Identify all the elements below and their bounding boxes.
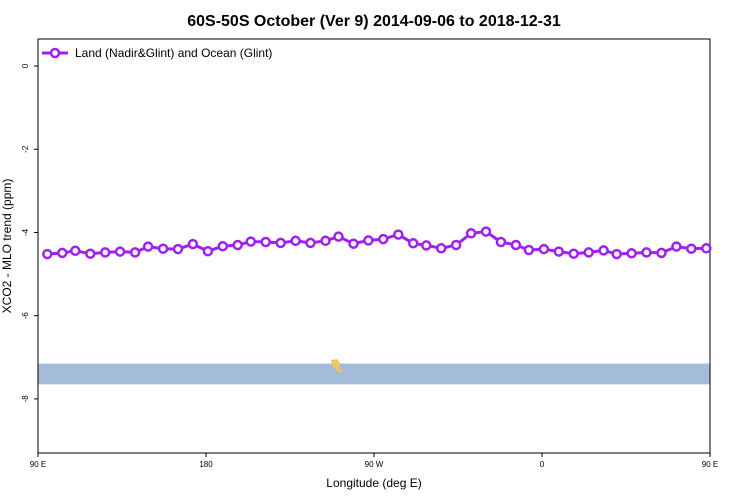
- data-point: [187, 238, 199, 250]
- y-axis: 0 -2 -4 -6 -8: [21, 63, 38, 402]
- map-land-patch: [331, 359, 343, 373]
- data-point: [202, 245, 214, 257]
- x-tick-label: 90 W: [365, 460, 384, 469]
- y-tick-label: 0: [21, 63, 30, 68]
- map-land-patch: [386, 370, 388, 372]
- data-point: [260, 236, 271, 248]
- data-point: [656, 247, 667, 259]
- data-point: [495, 236, 507, 248]
- data-point: [172, 243, 184, 255]
- data-point: [57, 247, 68, 259]
- data-point: [393, 229, 404, 240]
- data-point: [583, 247, 594, 258]
- data-point: [538, 243, 550, 255]
- series: [42, 226, 712, 260]
- data-point: [421, 240, 432, 251]
- map-ocean-band: [38, 363, 710, 385]
- x-tick-label: 90 E: [30, 460, 46, 469]
- y-tick-label: -6: [21, 312, 30, 320]
- data-point: [407, 238, 419, 249]
- data-point: [217, 240, 229, 252]
- data-point: [701, 243, 712, 254]
- series-line: [47, 230, 707, 256]
- data-point: [510, 239, 522, 251]
- data-point: [157, 243, 169, 254]
- data-point: [523, 244, 535, 256]
- data-point: [626, 248, 637, 259]
- data-point: [333, 231, 344, 242]
- data-point: [686, 243, 697, 254]
- data-point: [275, 237, 286, 249]
- x-tick-label: 90 E: [702, 460, 718, 469]
- data-point: [70, 245, 81, 257]
- data-point: [245, 236, 257, 247]
- data-point: [129, 247, 141, 258]
- legend-entry: Land (Nadir&Glint) and Ocean (Glint): [75, 46, 272, 60]
- data-point: [114, 246, 126, 257]
- data-point: [232, 239, 243, 251]
- data-point: [305, 237, 316, 249]
- series-layer: [42, 226, 712, 260]
- data-point: [348, 238, 359, 249]
- map-strip: [38, 359, 710, 385]
- x-axis: 90 E 180 90 W 0 90 E: [30, 453, 718, 469]
- data-point: [598, 245, 609, 256]
- data-point: [85, 248, 96, 259]
- data-point: [99, 247, 111, 258]
- plot-area: [37, 38, 711, 454]
- data-point: [450, 239, 462, 251]
- legend: Land (Nadir&Glint) and Ocean (Glint): [42, 46, 272, 60]
- legend-marker: [49, 47, 61, 59]
- data-point: [363, 235, 374, 246]
- y-tick-label: -8: [21, 395, 30, 403]
- y-tick-label: -4: [21, 228, 30, 236]
- data-point: [378, 233, 389, 245]
- x-axis-label: Longitude (deg E): [326, 476, 421, 490]
- data-point: [142, 241, 154, 252]
- y-axis-label: XCO2 - MLO trend (ppm): [0, 179, 14, 314]
- x-tick-label: 0: [540, 460, 545, 469]
- data-point: [290, 235, 301, 247]
- data-point: [435, 243, 447, 254]
- data-point: [553, 246, 565, 257]
- chart-title: 60S-50S October (Ver 9) 2014-09-06 to 20…: [187, 13, 561, 30]
- data-point: [611, 248, 622, 260]
- data-point: [42, 248, 53, 260]
- data-point: [641, 247, 652, 258]
- data-point: [465, 228, 477, 239]
- data-point: [320, 235, 331, 247]
- data-point: [480, 226, 492, 237]
- data-point: [671, 241, 682, 252]
- y-tick-label: -2: [21, 145, 30, 153]
- x-tick-label: 180: [199, 460, 213, 469]
- data-point: [568, 248, 579, 259]
